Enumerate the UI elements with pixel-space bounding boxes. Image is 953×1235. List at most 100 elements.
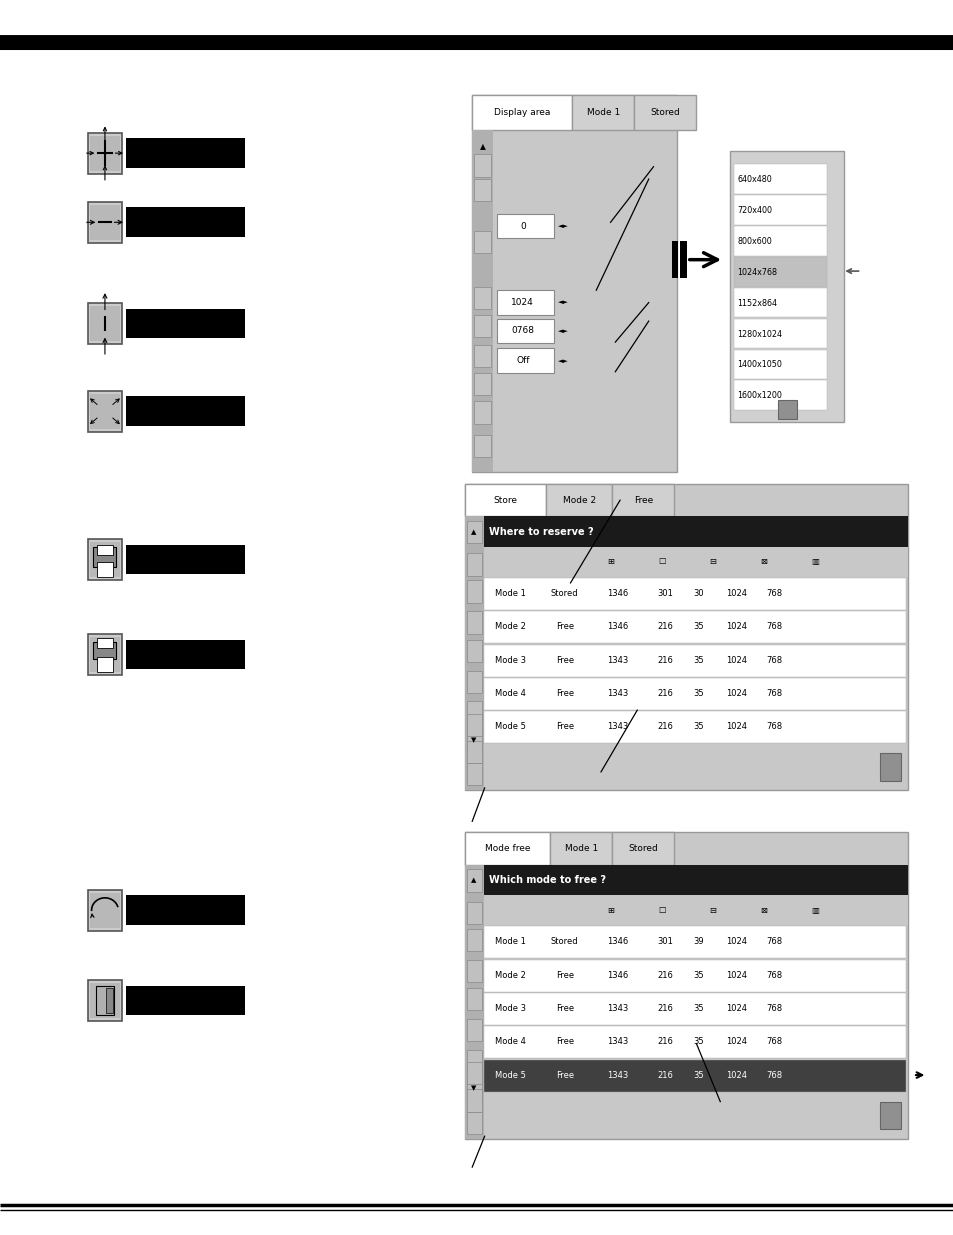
Bar — [483, 547, 907, 577]
Text: Mode 1: Mode 1 — [495, 589, 525, 598]
Bar — [126, 545, 245, 574]
Text: 1343: 1343 — [606, 1004, 627, 1013]
Text: Mode 2: Mode 2 — [562, 495, 595, 505]
Bar — [466, 611, 481, 634]
Bar — [466, 521, 481, 543]
Bar — [88, 889, 122, 931]
Bar — [93, 642, 116, 659]
Text: Stored: Stored — [628, 844, 658, 853]
Text: 1024: 1024 — [725, 1004, 746, 1013]
Bar — [126, 396, 245, 426]
Text: Stored: Stored — [650, 107, 679, 117]
Text: 1024x768: 1024x768 — [737, 268, 777, 277]
Text: 216: 216 — [657, 1004, 672, 1013]
Text: ⊞: ⊞ — [607, 905, 614, 915]
Text: 216: 216 — [657, 971, 672, 979]
Bar — [90, 136, 120, 170]
Text: ⊟: ⊟ — [709, 557, 716, 567]
Bar — [474, 179, 491, 201]
Bar — [96, 986, 113, 1015]
Text: Stored: Stored — [551, 937, 578, 946]
Text: 768: 768 — [766, 622, 781, 631]
Bar — [126, 309, 245, 338]
Bar — [472, 95, 572, 130]
Text: ◄►: ◄► — [558, 329, 569, 333]
Bar — [497, 348, 554, 373]
Text: ▲: ▲ — [471, 878, 476, 883]
Text: 1346: 1346 — [606, 589, 627, 598]
Text: 1346: 1346 — [606, 937, 627, 946]
Text: 768: 768 — [766, 1037, 781, 1046]
Bar — [733, 226, 826, 256]
Text: 768: 768 — [766, 589, 781, 598]
Bar — [88, 390, 122, 431]
Bar — [497, 290, 554, 315]
Bar — [90, 394, 120, 429]
Text: 0768: 0768 — [511, 326, 534, 336]
Text: Mode 5: Mode 5 — [495, 722, 525, 731]
Bar — [733, 257, 826, 287]
Bar — [90, 542, 120, 577]
Text: 1024: 1024 — [511, 298, 534, 308]
Text: ▥: ▥ — [810, 557, 818, 567]
Bar — [90, 306, 120, 341]
Text: ⊠: ⊠ — [760, 557, 766, 567]
Bar — [88, 635, 122, 674]
Text: ◄►: ◄► — [558, 300, 569, 305]
Bar — [612, 484, 674, 516]
Text: Store: Store — [493, 495, 517, 505]
Text: Display area: Display area — [494, 107, 550, 117]
Bar — [474, 287, 491, 309]
Text: 1600x1200: 1600x1200 — [737, 391, 781, 400]
Text: 0: 0 — [519, 221, 525, 231]
Text: 1152x864: 1152x864 — [737, 299, 777, 308]
Bar — [733, 195, 826, 225]
Text: Free: Free — [556, 622, 573, 631]
Bar — [474, 231, 491, 253]
Bar — [464, 516, 483, 790]
Bar — [879, 1102, 900, 1129]
Text: 640x480: 640x480 — [737, 175, 771, 184]
Bar — [472, 95, 677, 472]
Bar — [126, 986, 245, 1015]
Bar — [97, 545, 112, 555]
Text: 1346: 1346 — [606, 622, 627, 631]
Bar — [466, 902, 481, 924]
Text: 216: 216 — [657, 1037, 672, 1046]
Text: Mode 4: Mode 4 — [495, 1037, 525, 1046]
Text: 216: 216 — [657, 1071, 672, 1079]
Bar — [93, 547, 116, 567]
Bar — [466, 1112, 481, 1134]
Bar — [466, 869, 481, 892]
Bar — [466, 929, 481, 951]
Text: Off: Off — [516, 356, 529, 366]
Text: ☐: ☐ — [658, 905, 665, 915]
Text: 800x600: 800x600 — [737, 237, 771, 246]
Text: Mode 3: Mode 3 — [495, 656, 525, 664]
Text: 35: 35 — [692, 622, 703, 631]
Text: Mode 3: Mode 3 — [495, 1004, 525, 1013]
Bar — [466, 960, 481, 982]
Bar — [474, 401, 491, 424]
Bar — [483, 1026, 905, 1058]
Text: ◄►: ◄► — [558, 358, 569, 363]
Bar — [466, 1077, 481, 1099]
Text: 1343: 1343 — [606, 1037, 627, 1046]
Bar — [572, 95, 634, 130]
Text: Which mode to free ?: Which mode to free ? — [489, 874, 606, 885]
Text: 35: 35 — [692, 1037, 703, 1046]
Text: 1343: 1343 — [606, 722, 627, 731]
Bar — [106, 988, 112, 1013]
Text: Stored: Stored — [551, 589, 578, 598]
Bar — [464, 484, 545, 516]
Bar — [483, 895, 907, 925]
Bar — [733, 350, 826, 379]
Bar — [466, 1062, 481, 1084]
Bar — [466, 580, 481, 603]
Text: ☐: ☐ — [658, 557, 665, 567]
Bar — [733, 288, 826, 317]
Text: ▥: ▥ — [810, 905, 818, 915]
Bar — [466, 1089, 481, 1112]
Bar — [474, 345, 491, 367]
Bar — [483, 611, 905, 643]
